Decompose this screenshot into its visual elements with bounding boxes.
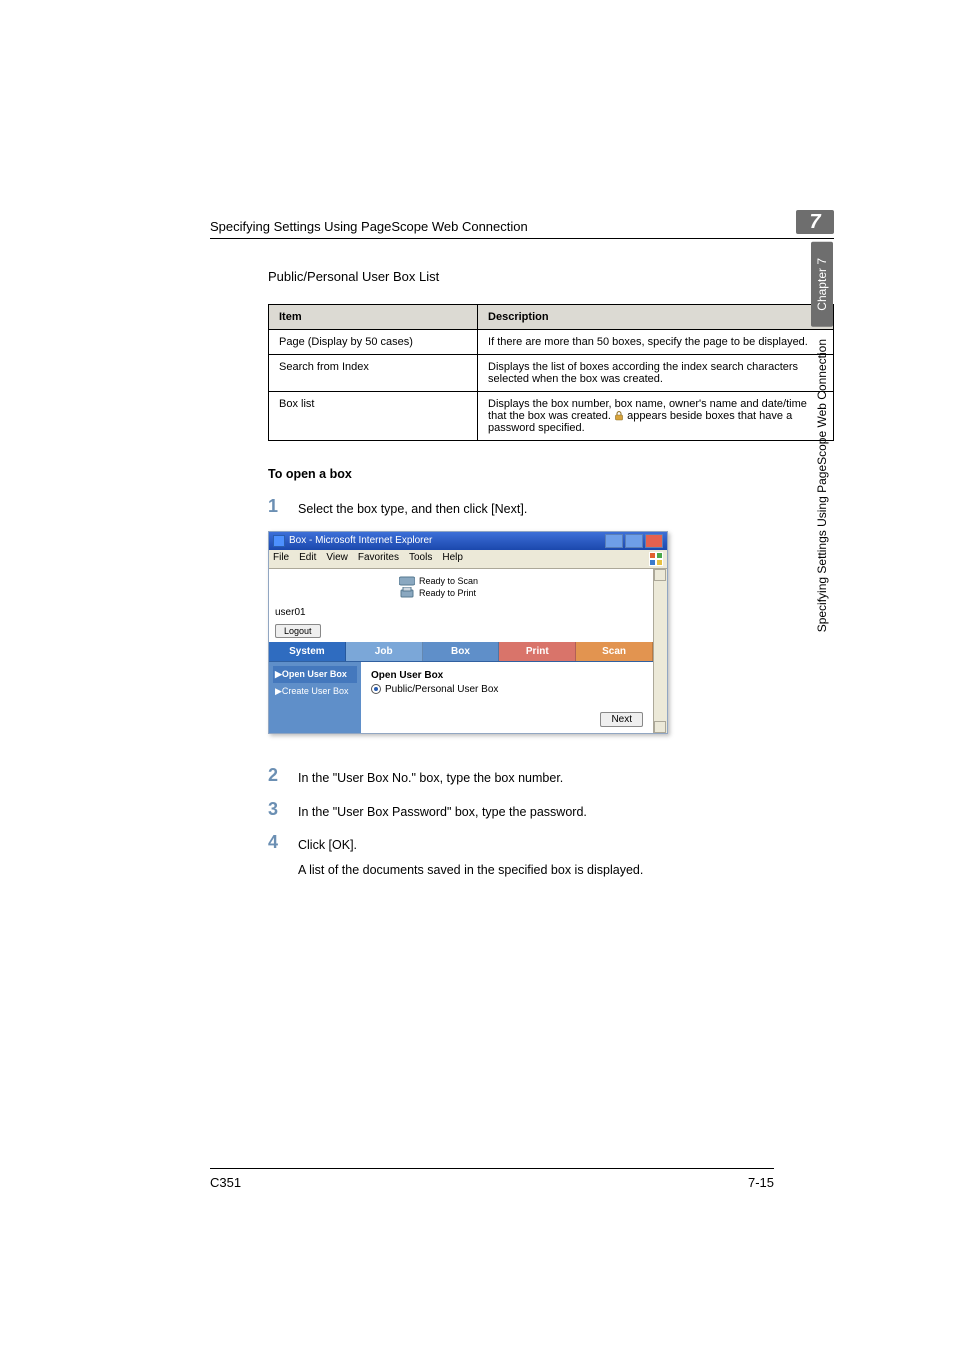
window-title: Box - Microsoft Internet Explorer — [289, 535, 603, 546]
step-number: 3 — [268, 800, 298, 822]
window-titlebar: Box - Microsoft Internet Explorer — [269, 532, 667, 550]
main-pane: Open User Box Public/Personal User Box N… — [361, 662, 653, 733]
th-description: Description — [478, 305, 834, 330]
status-scan: Ready to Scan — [419, 576, 478, 586]
rail-chapter: Chapter 7 — [811, 242, 833, 327]
cell-item: Page (Display by 50 cases) — [269, 330, 478, 355]
side-nav: ▶Open User Box ▶Create User Box — [269, 662, 361, 733]
chapter-badge: 7 — [796, 210, 834, 234]
user-label: user01 — [275, 607, 306, 618]
ie-flag-icon — [649, 552, 663, 566]
footer: C351 7-15 — [210, 1168, 774, 1190]
subheading-open-box: To open a box — [268, 467, 834, 481]
scrollbar[interactable] — [653, 569, 667, 733]
printer-icon — [399, 587, 415, 599]
section-title: Public/Personal User Box List — [268, 269, 834, 284]
sidenav-create-user-box[interactable]: ▶Create User Box — [273, 683, 357, 700]
tab-print[interactable]: Print — [499, 642, 576, 661]
lock-icon — [614, 411, 624, 421]
cell-item: Box list — [269, 392, 478, 441]
sidenav-open-user-box[interactable]: ▶Open User Box — [273, 666, 357, 683]
ie-icon — [273, 535, 285, 547]
box-list-table: Item Description Page (Display by 50 cas… — [268, 304, 834, 441]
step-text: Click [OK]. A list of the documents save… — [298, 833, 643, 880]
tab-box[interactable]: Box — [423, 642, 500, 661]
footer-left: C351 — [210, 1175, 241, 1190]
radio-icon — [371, 684, 381, 694]
footer-right: 7-15 — [748, 1175, 774, 1190]
mainpane-title: Open User Box — [371, 670, 643, 681]
table-row: Page (Display by 50 cases) If there are … — [269, 330, 834, 355]
step-text: In the "User Box No." box, type the box … — [298, 766, 563, 788]
logout-button[interactable]: Logout — [275, 624, 321, 638]
step-number: 1 — [268, 497, 298, 519]
status-print: Ready to Print — [419, 588, 476, 598]
content-row: ▶Open User Box ▶Create User Box Open Use… — [269, 661, 653, 733]
tab-bar: System Job Box Print Scan — [269, 642, 653, 661]
cell-desc: If there are more than 50 boxes, specify… — [478, 330, 834, 355]
menu-bar: File Edit View Favorites Tools Help — [269, 550, 667, 569]
step-subtext: A list of the documents saved in the spe… — [298, 861, 643, 880]
table-row: Box list Displays the box number, box na… — [269, 392, 834, 441]
status-area: Ready to Scan Ready to Print — [269, 569, 653, 605]
rail-text: Specifying Settings Using PageScope Web … — [815, 339, 829, 632]
cell-desc: Displays the list of boxes according the… — [478, 355, 834, 392]
close-button[interactable] — [645, 534, 663, 548]
tab-scan[interactable]: Scan — [576, 642, 653, 661]
radio-label: Public/Personal User Box — [385, 684, 498, 695]
step-text: In the "User Box Password" box, type the… — [298, 800, 587, 822]
scroll-up-icon[interactable] — [654, 569, 666, 581]
th-item: Item — [269, 305, 478, 330]
browser-body: Ready to Scan Ready to Print user01 Logo… — [269, 569, 653, 733]
menu-view[interactable]: View — [326, 552, 348, 566]
menu-file[interactable]: File — [273, 552, 289, 566]
user-row: user01 — [269, 605, 653, 622]
scanner-icon — [399, 575, 415, 587]
next-button[interactable]: Next — [600, 712, 643, 727]
menu-help[interactable]: Help — [442, 552, 463, 566]
header-title: Specifying Settings Using PageScope Web … — [210, 219, 796, 234]
cell-desc: Displays the box number, box name, owner… — [478, 392, 834, 441]
minimize-button[interactable] — [605, 534, 623, 548]
table-row: Search from Index Displays the list of b… — [269, 355, 834, 392]
ie-screenshot: Box - Microsoft Internet Explorer File E… — [268, 531, 668, 734]
scroll-down-icon[interactable] — [654, 721, 666, 733]
step-2: 2 In the "User Box No." box, type the bo… — [268, 766, 834, 788]
menu-edit[interactable]: Edit — [299, 552, 316, 566]
tab-system[interactable]: System — [269, 642, 346, 661]
cell-item: Search from Index — [269, 355, 478, 392]
radio-public-personal[interactable]: Public/Personal User Box — [371, 684, 643, 695]
step-1: 1 Select the box type, and then click [N… — [268, 497, 834, 519]
maximize-button[interactable] — [625, 534, 643, 548]
running-header: Specifying Settings Using PageScope Web … — [210, 210, 834, 239]
step-3: 3 In the "User Box Password" box, type t… — [268, 800, 834, 822]
tab-job[interactable]: Job — [346, 642, 423, 661]
step-number: 4 — [268, 833, 298, 880]
menu-favorites[interactable]: Favorites — [358, 552, 399, 566]
step-text: Select the box type, and then click [Nex… — [298, 497, 527, 519]
menu-tools[interactable]: Tools — [409, 552, 432, 566]
right-rail: Chapter 7 Specifying Settings Using Page… — [810, 242, 834, 802]
step-4: 4 Click [OK]. A list of the documents sa… — [268, 833, 834, 880]
step-number: 2 — [268, 766, 298, 788]
